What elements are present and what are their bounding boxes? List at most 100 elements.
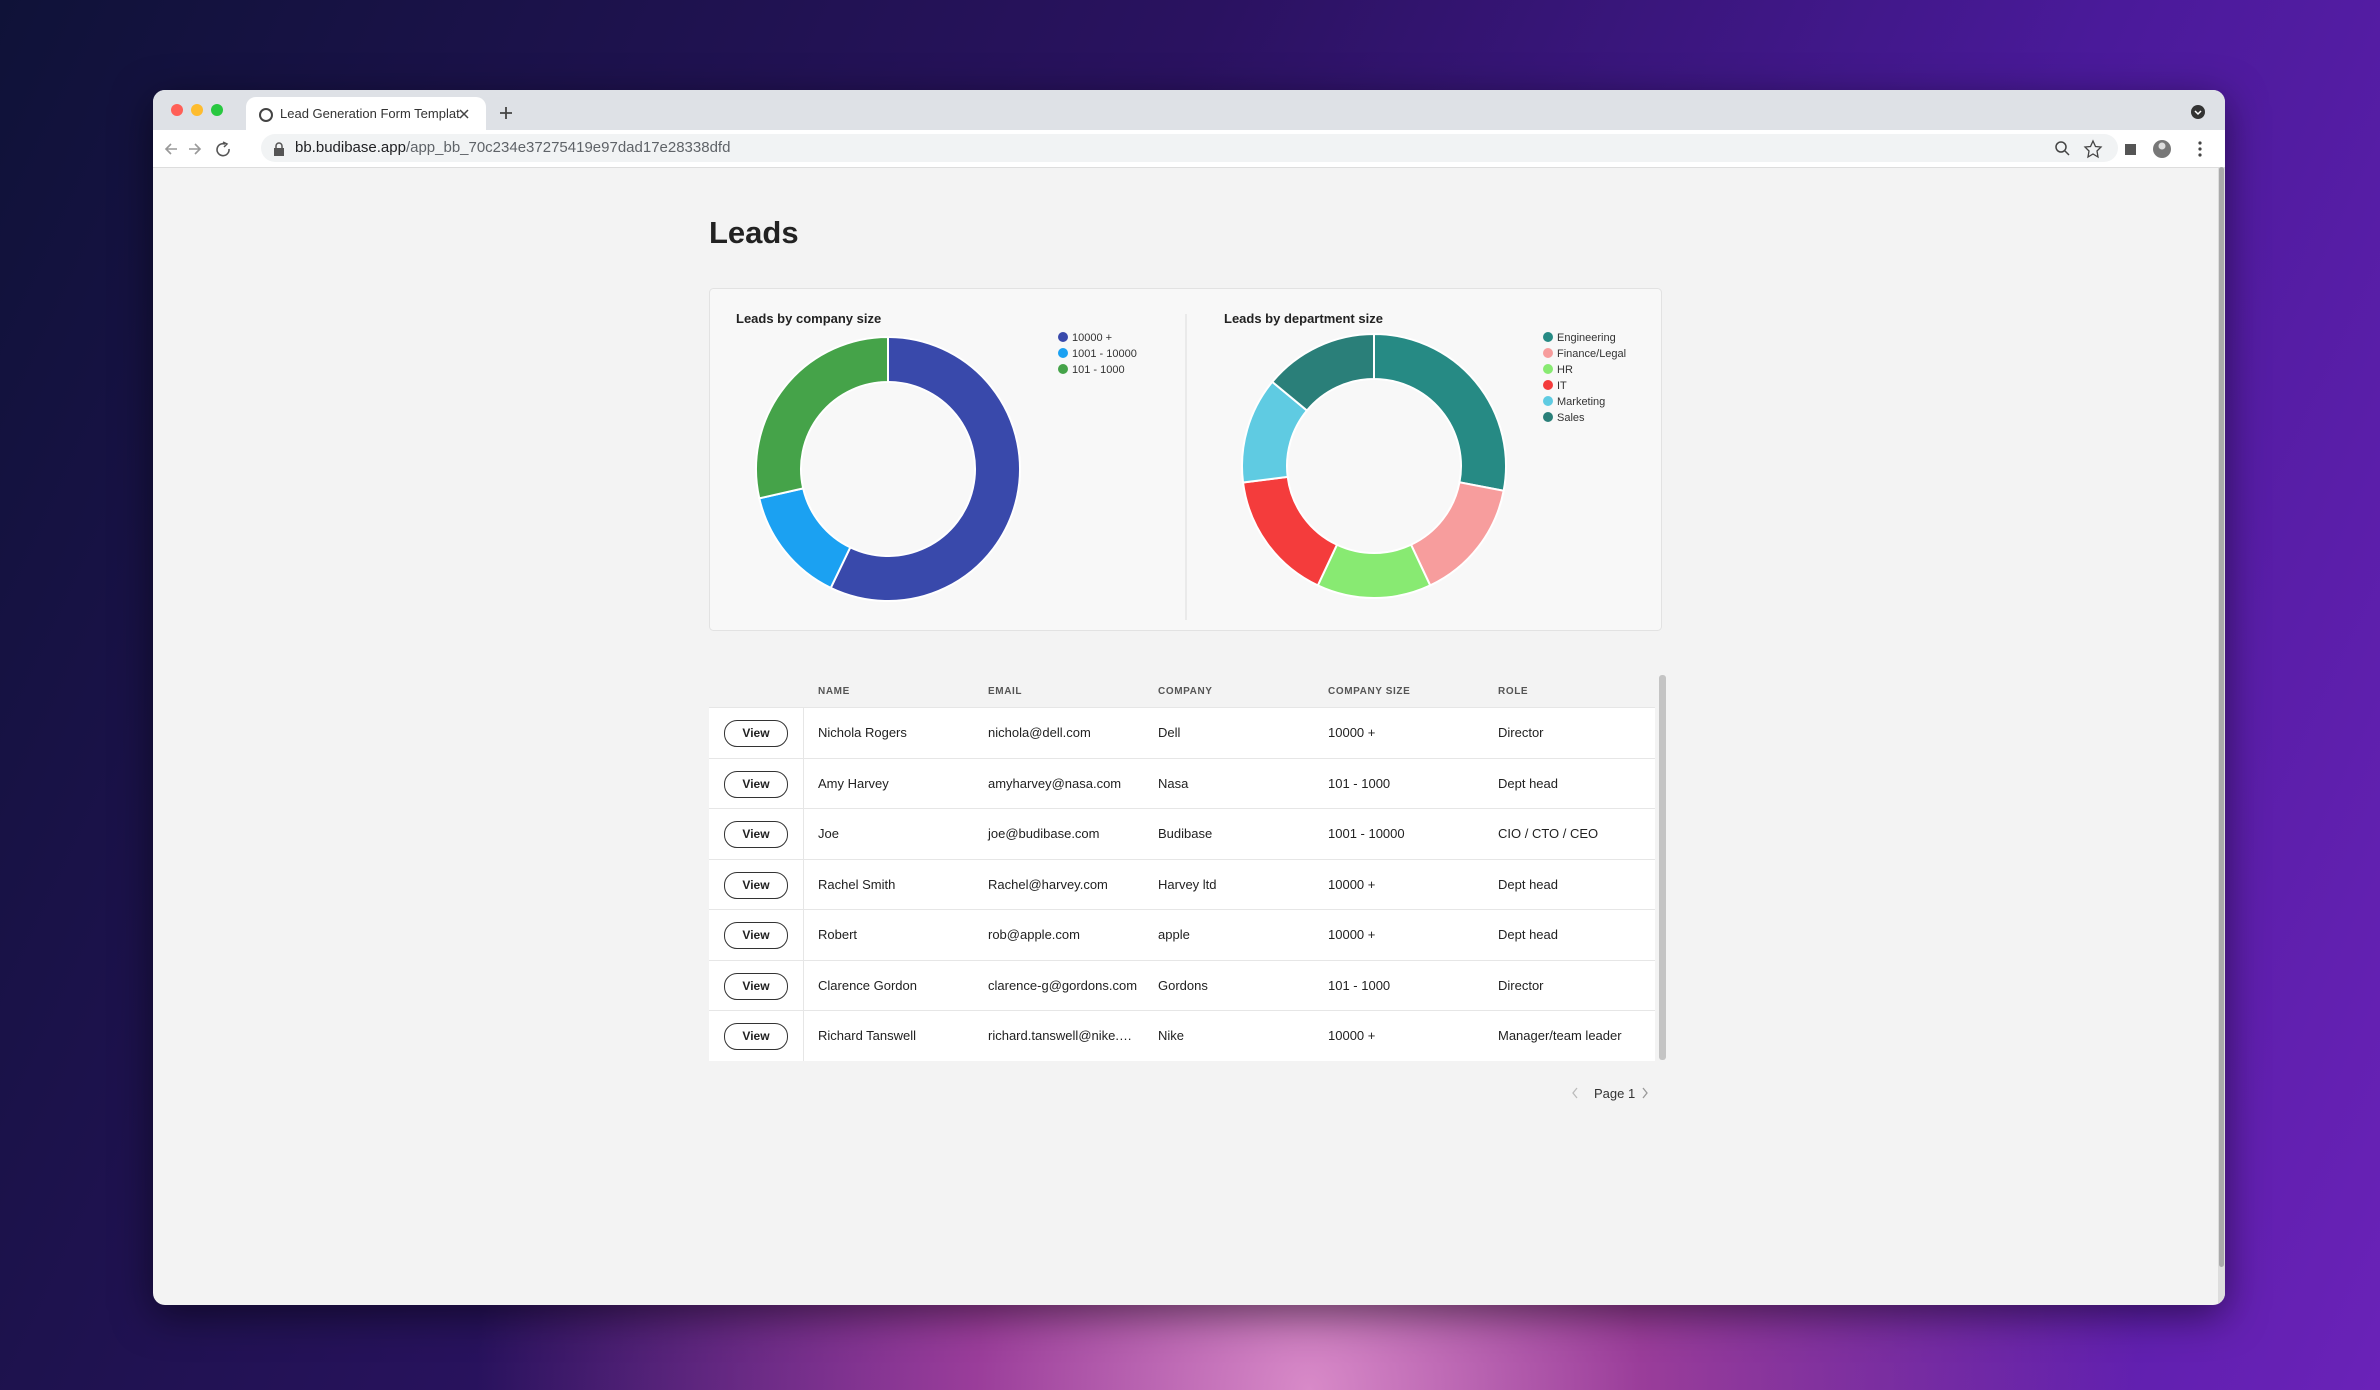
donut-slice: [1316, 543, 1432, 599]
chart-title: Leads by company size: [736, 311, 881, 326]
table-cell: 10000 +: [1328, 725, 1376, 740]
url-field[interactable]: bb.budibase.app/app_bb_70c234e37275419e9…: [261, 134, 2118, 162]
table-cell: nichola@dell.com: [988, 725, 1091, 740]
table-cell: Dell: [1158, 725, 1181, 740]
legend-swatch: [1543, 348, 1553, 358]
table-cell: Rachel@harvey.com: [988, 876, 1108, 892]
legend-label: IT: [1557, 380, 1567, 392]
table-cell: rob@apple.com: [988, 927, 1080, 942]
table-cell: Dept head: [1498, 775, 1558, 791]
view-button[interactable]: View: [724, 720, 788, 747]
donut-slice: [829, 335, 1021, 602]
table-cell: amyharvey@nasa.com: [988, 775, 1122, 791]
table-cell: clarence-g@gordons.com: [988, 977, 1138, 993]
legend-swatch: [1543, 412, 1553, 422]
legend-swatch: [1058, 332, 1068, 342]
view-button[interactable]: View: [724, 972, 788, 1000]
pagination-label: Page 1: [1594, 1086, 1636, 1101]
cell-divider: [803, 859, 804, 910]
legend-label: Marketing: [1557, 396, 1605, 408]
legend-label: 101 - 1000: [1072, 364, 1125, 376]
table-cell: 10000 +: [1328, 1028, 1376, 1043]
pager-arrows[interactable]: [1570, 1085, 1650, 1101]
legend-swatch: [1543, 332, 1553, 342]
lock-icon: [274, 142, 284, 156]
view-button[interactable]: View: [724, 871, 788, 899]
table-cell: Nichola Rogers: [818, 725, 907, 740]
column-header: COMPANY SIZE: [1328, 686, 1411, 697]
table-cell: Director: [1498, 725, 1544, 740]
legend-label: Finance/Legal: [1557, 348, 1626, 360]
table-cell: Robert: [818, 927, 858, 942]
table-cell: Amy Harvey: [818, 775, 889, 791]
table-cell: Budibase: [1158, 826, 1213, 841]
table-row: View Rachel Smith Rachel@harvey.com Harvey …: [709, 858, 1655, 910]
view-button[interactable]: View: [724, 821, 788, 848]
table-cell: richard.tanswell@nike.…: [988, 1028, 1132, 1043]
table-cell: Gordons: [1158, 977, 1208, 993]
column-header: COMPANY: [1158, 686, 1213, 697]
scrollbar: [2218, 167, 2225, 1305]
legend-swatch: [1543, 364, 1553, 374]
table-cell: joe@budibase.com: [988, 826, 1100, 841]
table-row: View Robert rob@apple.com apple 10000 + Dept …: [709, 909, 1655, 960]
table-cell: Joe: [818, 826, 839, 841]
cell-divider: [803, 960, 804, 1011]
column-header: ROLE: [1498, 686, 1529, 697]
legend-label: Sales: [1557, 412, 1585, 424]
column-header: EMAIL: [988, 686, 1023, 697]
table-row: View Joe joe@budibase.com Budibase 1001 - 10…: [709, 808, 1655, 859]
table-cell: Director: [1498, 977, 1544, 993]
table-cell: 101 - 1000: [1328, 775, 1391, 791]
table-cell: Manager/team leader: [1498, 1028, 1622, 1043]
browser-window: Lead Generation Form Templat bb.budibase…: [153, 90, 2225, 1305]
donut-slice: [1373, 332, 1507, 492]
cell-divider: [803, 1011, 804, 1061]
table-cell: CIO / CTO / CEO: [1498, 826, 1599, 841]
cell-divider: [803, 809, 804, 859]
table-cell: Rachel Smith: [818, 876, 896, 892]
table-cell: Clarence Gordon: [818, 977, 917, 993]
view-button[interactable]: View: [724, 1023, 788, 1050]
cell-divider: [803, 910, 804, 960]
legend-swatch: [1543, 396, 1553, 406]
legend-label: HR: [1557, 364, 1573, 376]
table-cell: Harvey ltd: [1158, 876, 1217, 892]
chart-title: Leads by department size: [1224, 311, 1383, 326]
table-cell: Nasa: [1158, 775, 1189, 791]
tab-bar: Lead Generation Form Templat: [153, 90, 2225, 130]
charts-card: Leads by company size 10000 + 1001 - 10000…: [709, 288, 1662, 631]
nav-buttons[interactable]: [163, 140, 243, 158]
table-row: View Nichola Rogers nichola@dell.com Dell 10…: [709, 707, 1655, 758]
table-cell: Richard Tanswell: [818, 1028, 917, 1043]
legend-label: Engineering: [1557, 332, 1616, 344]
table-row: View Richard Tanswell richard.tanswell@nik…: [709, 1010, 1655, 1061]
cell-divider: [803, 708, 804, 758]
tab-icon: [259, 108, 273, 122]
tab[interactable]: Lead Generation Form Templat: [246, 97, 486, 130]
cell-divider: [803, 758, 804, 809]
table-row: View Amy Harvey amyharvey@nasa.com Nasa 101 …: [709, 757, 1655, 809]
table-cell: 10000 +: [1328, 927, 1376, 942]
column-header: NAME: [818, 686, 850, 697]
view-button[interactable]: View: [724, 770, 788, 798]
new-tab[interactable]: [498, 105, 514, 121]
address-bar: bb.budibase.app/app_bb_70c234e37275419e9…: [153, 130, 2225, 168]
toolbar-icons[interactable]: [2053, 139, 2223, 159]
legend-swatch: [1058, 348, 1068, 358]
table-cell: 101 - 1000: [1328, 977, 1391, 993]
window-controls: [171, 104, 223, 116]
donut-slice: [1270, 332, 1375, 412]
url-path: /app_bb_70c234e37275419e97dad17e28338dfd: [405, 139, 731, 156]
url-host: bb.budibase.app: [295, 139, 406, 156]
view-button[interactable]: View: [724, 922, 788, 949]
tab-close[interactable]: [458, 108, 470, 120]
table-cell: 1001 - 10000: [1328, 826, 1405, 841]
table-cell: Dept head: [1498, 927, 1558, 942]
table-cell: Dept head: [1498, 876, 1558, 892]
table-cell: apple: [1158, 927, 1190, 942]
tab-search[interactable]: [2190, 104, 2206, 120]
donut-slice: [755, 335, 889, 500]
table-row: View Clarence Gordon clarence-g@gordons.co…: [709, 959, 1655, 1011]
